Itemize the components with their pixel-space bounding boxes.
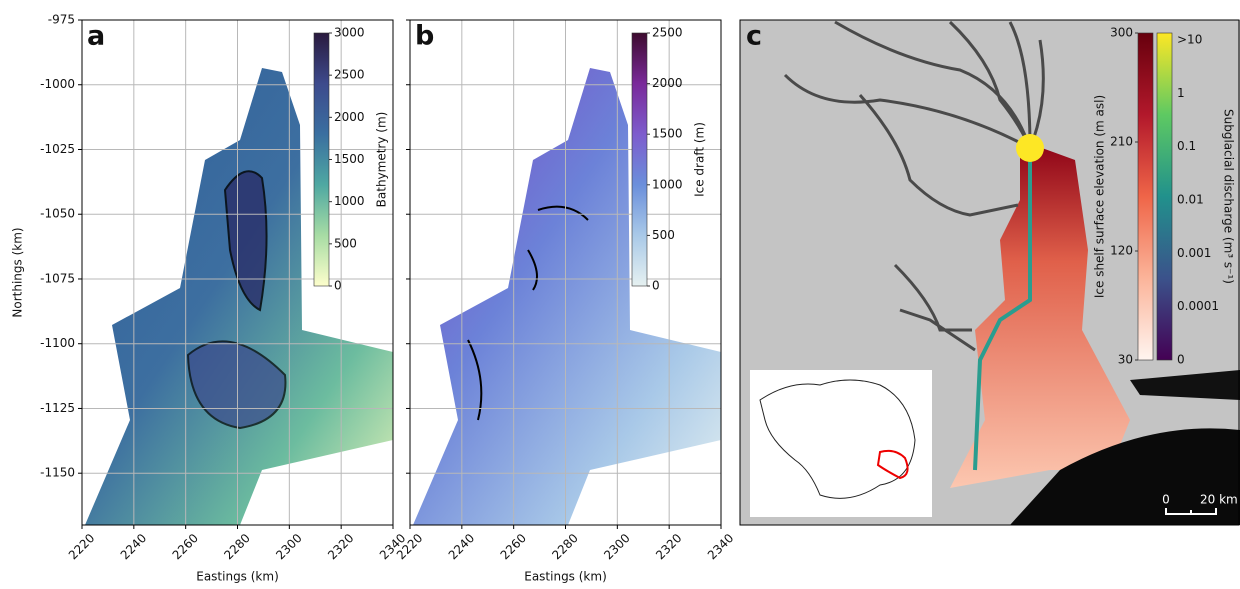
axes-frame <box>739 19 1240 526</box>
x-tick-label: 2280 <box>221 531 252 562</box>
colorbar-tick-label: 0 <box>334 279 342 293</box>
y-tick-label: -1100 <box>40 336 75 350</box>
colorbar-tick-label: 1500 <box>652 127 683 141</box>
colorbar-tick-label: 500 <box>652 228 675 242</box>
colorbar-tick-label: 500 <box>334 236 357 250</box>
map-a-image <box>85 68 393 525</box>
colorbar-tick-label: 1500 <box>334 152 365 166</box>
x-axis-label: Eastings (km) <box>524 570 607 584</box>
x-axis-label: Eastings (km) <box>196 570 279 584</box>
x-tick-label: 2220 <box>66 531 97 562</box>
y-tick-label: -1000 <box>40 77 75 91</box>
colorbar-tick-label: 1000 <box>652 177 683 191</box>
colorbar-tick-label: 1 <box>1177 86 1185 100</box>
colorbar <box>631 32 648 287</box>
axes-frame <box>81 19 394 526</box>
x-tick-label: 2280 <box>549 531 580 562</box>
colorbar-tick-label: >10 <box>1177 33 1202 47</box>
x-tick-label: 2300 <box>273 531 304 562</box>
x-tick-label: 2240 <box>446 531 477 562</box>
x-tick-label: 2320 <box>325 531 356 562</box>
colorbar-tick-label: 0.0001 <box>1177 299 1219 313</box>
colorbar-tick-label: 2000 <box>652 76 683 90</box>
y-tick-label: -1050 <box>40 207 75 221</box>
scale-bar <box>1165 508 1217 515</box>
panel-label: c <box>746 21 762 52</box>
y-tick-label: -1075 <box>40 271 75 285</box>
colorbar-label: Ice draft (m) <box>693 122 707 197</box>
x-tick-label: 2340 <box>705 531 736 562</box>
map-c-image <box>740 20 1240 525</box>
colorbar-tick-label: 120 <box>1110 244 1133 258</box>
colorbar-label: Ice shelf surface elevation (m asl) <box>1093 95 1107 298</box>
panel-label: a <box>87 21 105 52</box>
colorbar-tick-label: 2000 <box>334 110 365 124</box>
colorbar-tick-label: 0.001 <box>1177 246 1211 260</box>
map-b-image <box>413 68 721 525</box>
colorbar-tick-label: 2500 <box>652 26 683 40</box>
x-tick-label: 2260 <box>170 531 201 562</box>
x-tick-label: 2260 <box>498 531 529 562</box>
colorbar-tick-label: 210 <box>1110 135 1133 149</box>
y-tick-label: -975 <box>48 13 75 27</box>
scale-bar-label: 20 km <box>1200 493 1238 507</box>
colorbar-tick-label: 2500 <box>334 68 365 82</box>
scale-bar-label: 0 <box>1162 493 1170 507</box>
colorbar-tick-label: 0.01 <box>1177 193 1204 207</box>
colorbar-tick-label: 0 <box>652 279 660 293</box>
y-tick-label: -1150 <box>40 466 75 480</box>
colorbar-label: Bathymetry (m) <box>375 112 389 208</box>
y-axis-label: Northings (km) <box>11 227 25 317</box>
colorbar-tick-label: 300 <box>1110 26 1133 40</box>
x-tick-label: 2300 <box>601 531 632 562</box>
colorbar-tick-label: 1000 <box>334 194 365 208</box>
colorbar-tick-label: 0.1 <box>1177 139 1196 153</box>
colorbar <box>313 32 330 287</box>
x-tick-label: 2240 <box>118 531 149 562</box>
y-tick-label: -1025 <box>40 142 75 156</box>
colorbar-tick-label: 30 <box>1118 353 1133 367</box>
y-tick-label: -1125 <box>40 401 75 415</box>
panel-label: b <box>415 21 434 52</box>
colorbar <box>1156 32 1173 361</box>
colorbar-label: Subglacial discharge (m³ s⁻¹) <box>1222 109 1236 284</box>
colorbar-tick-label: 3000 <box>334 26 365 40</box>
axes-frame <box>409 19 722 526</box>
colorbar-tick-label: 0 <box>1177 353 1185 367</box>
colorbar <box>1137 32 1154 361</box>
x-tick-label: 2320 <box>653 531 684 562</box>
